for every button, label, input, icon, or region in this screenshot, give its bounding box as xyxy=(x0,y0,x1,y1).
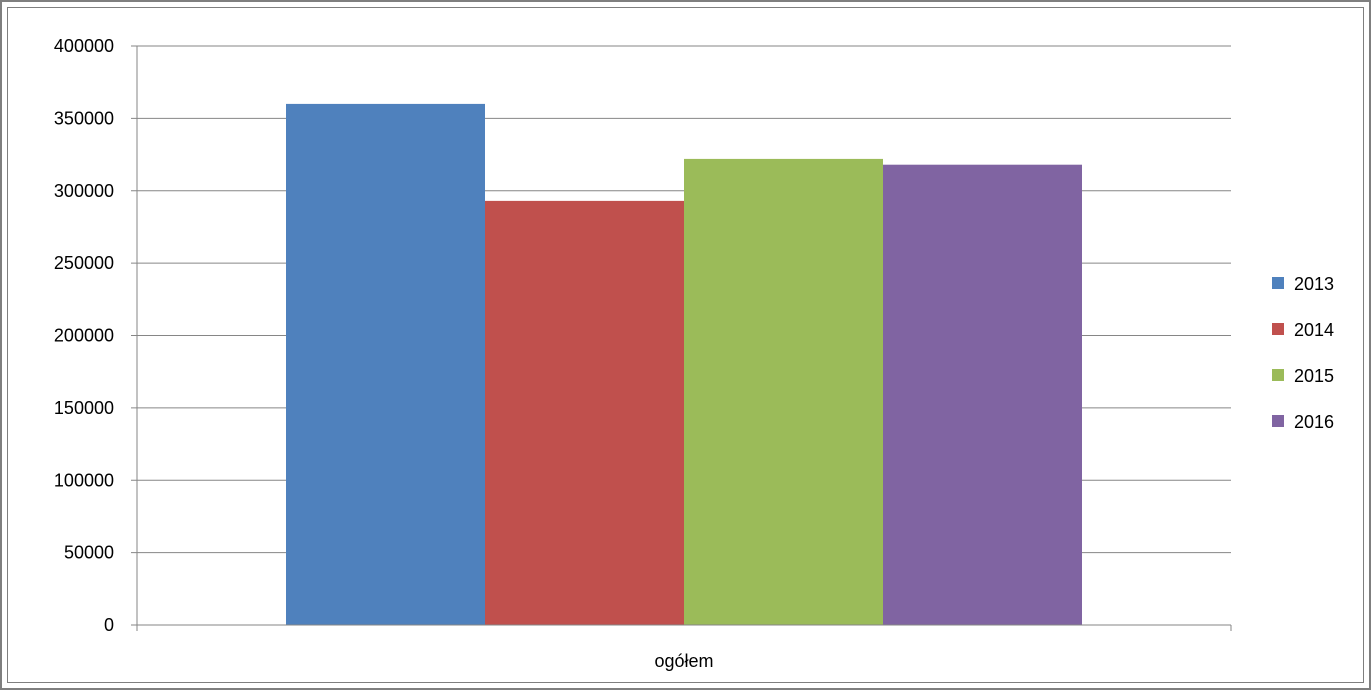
bar-2016 xyxy=(883,164,1082,625)
y-tick-label: 0 xyxy=(104,615,114,635)
y-tick-label: 300000 xyxy=(54,181,114,201)
legend: 2013 2014 2015 2016 xyxy=(1272,274,1334,432)
bar-2014 xyxy=(485,200,684,625)
legend-label: 2016 xyxy=(1294,412,1334,432)
y-tick-label: 400000 xyxy=(54,36,114,56)
x-axis-labels: ogółem xyxy=(654,651,713,671)
y-tick-label: 200000 xyxy=(54,326,114,346)
legend-label: 2013 xyxy=(1294,274,1334,294)
bar-2013 xyxy=(286,103,485,625)
legend-item: 2014 xyxy=(1272,320,1334,340)
y-tick-label: 150000 xyxy=(54,398,114,418)
legend-label: 2014 xyxy=(1294,320,1334,340)
bars xyxy=(286,103,1082,625)
x-category-label: ogółem xyxy=(654,651,713,671)
legend-swatch xyxy=(1272,323,1284,335)
y-tick-label: 250000 xyxy=(54,253,114,273)
legend-item: 2015 xyxy=(1272,366,1334,386)
legend-item: 2013 xyxy=(1272,274,1334,294)
legend-label: 2015 xyxy=(1294,366,1334,386)
legend-swatch xyxy=(1272,277,1284,289)
legend-item: 2016 xyxy=(1272,412,1334,432)
legend-swatch xyxy=(1272,415,1284,427)
y-tick-label: 100000 xyxy=(54,470,114,490)
y-axis-tick-labels: 400000 350000 300000 250000 200000 150000 1000… xyxy=(54,36,114,635)
y-tick-label: 350000 xyxy=(54,108,114,128)
bar-2015 xyxy=(684,158,883,625)
legend-swatch xyxy=(1272,369,1284,381)
y-tick-label: 50000 xyxy=(64,543,114,563)
axes xyxy=(136,46,1232,631)
chart-frame-inner xyxy=(7,7,1364,683)
